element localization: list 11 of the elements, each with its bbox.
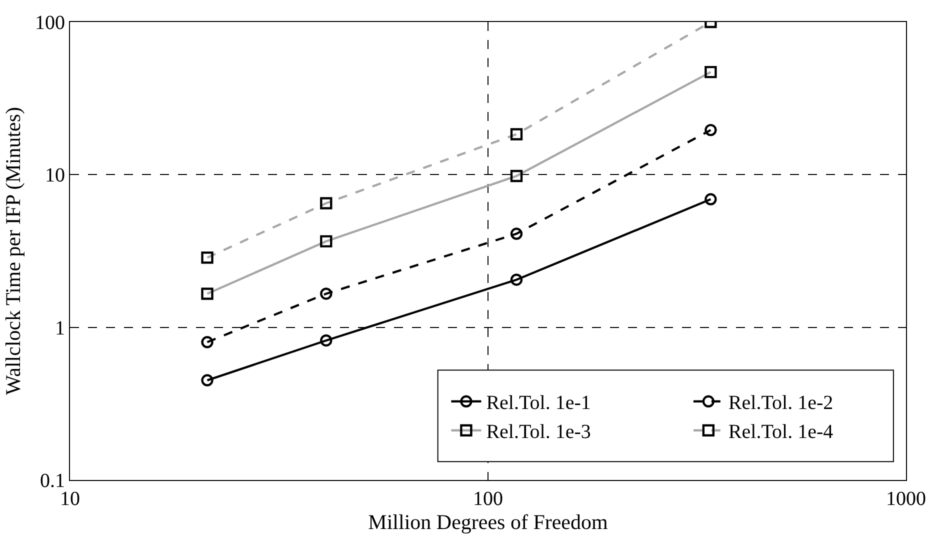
y-tick-label: 100 <box>35 12 65 34</box>
x-axis-title: Million Degrees of Freedom <box>368 510 608 534</box>
legend-label: Rel.Tol. 1e-1 <box>486 392 591 414</box>
x-tick-label: 100 <box>473 488 503 510</box>
x-tick-label: 1000 <box>886 488 926 510</box>
y-tick-label: 10 <box>45 164 65 187</box>
legend-label: Rel.Tol. 1e-3 <box>486 421 591 444</box>
legend-label: Rel.Tol. 1e-4 <box>728 421 834 444</box>
legend-label: Rel.Tol. 1e-2 <box>728 392 834 414</box>
y-axis-title: Wallclock Time per IFP (Minutes) <box>1 106 26 396</box>
y-tick-label: 1 <box>55 317 65 340</box>
